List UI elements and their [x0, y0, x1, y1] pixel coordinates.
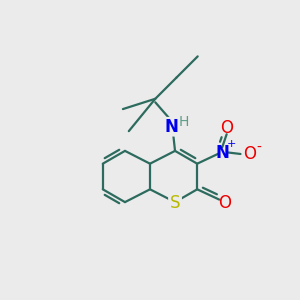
Text: O: O [218, 194, 231, 211]
Text: S: S [170, 194, 180, 212]
Text: +: + [227, 139, 236, 149]
Text: -: - [256, 140, 261, 154]
Text: N: N [165, 118, 178, 136]
Text: N: N [215, 143, 229, 161]
Text: O: O [243, 145, 256, 163]
Text: H: H [179, 115, 189, 129]
Text: O: O [220, 119, 233, 137]
